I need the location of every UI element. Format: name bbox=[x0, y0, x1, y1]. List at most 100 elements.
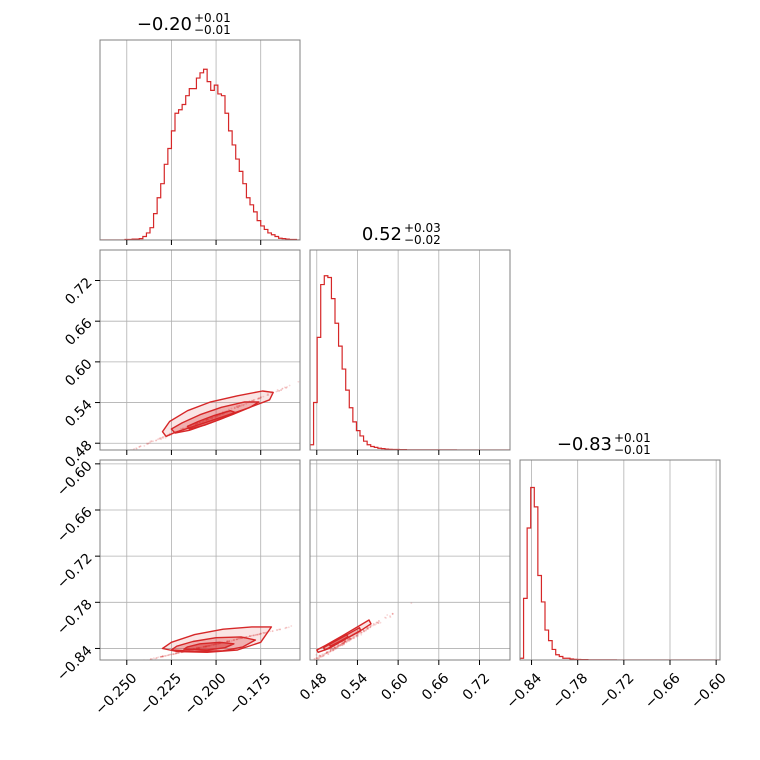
scatter-point bbox=[226, 640, 229, 642]
scatter-point bbox=[360, 631, 363, 634]
scatter-point bbox=[325, 652, 328, 654]
scatter-point bbox=[365, 629, 367, 632]
scatter-point bbox=[303, 380, 305, 382]
scatter-point bbox=[330, 649, 332, 652]
scatter-point bbox=[367, 626, 369, 629]
scatter-point bbox=[389, 616, 392, 618]
scatter-point bbox=[337, 643, 340, 646]
scatter-point bbox=[360, 633, 363, 636]
scatter-point bbox=[259, 632, 262, 635]
scatter-point bbox=[169, 653, 172, 656]
scatter-point bbox=[259, 632, 262, 635]
scatter-point bbox=[262, 395, 265, 398]
scatter-point bbox=[343, 642, 345, 645]
scatter-point bbox=[350, 637, 352, 640]
scatter-point bbox=[133, 448, 136, 450]
scatter-point bbox=[257, 398, 260, 400]
scatter-point bbox=[276, 629, 278, 632]
scatter-point bbox=[341, 642, 344, 645]
scatter-point bbox=[350, 637, 353, 640]
hist-title-plus: +0.03 bbox=[404, 221, 441, 235]
scatter-point bbox=[286, 677, 288, 679]
scatter-point bbox=[277, 681, 279, 683]
scatter-point bbox=[282, 677, 284, 679]
scatter-point bbox=[343, 640, 346, 643]
scatter-point bbox=[297, 380, 300, 383]
scatter-point bbox=[252, 634, 255, 637]
scatter-point bbox=[267, 393, 269, 395]
scatter-point bbox=[303, 664, 305, 666]
scatter-point bbox=[237, 637, 240, 640]
scatter-point bbox=[233, 407, 236, 410]
scatter-point bbox=[304, 663, 306, 665]
scatter-point bbox=[236, 406, 238, 408]
scatter-point bbox=[233, 638, 236, 641]
scatter-point bbox=[287, 626, 290, 629]
scatter-point bbox=[325, 652, 327, 655]
x-tick-label: 0.54 bbox=[338, 670, 371, 703]
scatter-point bbox=[177, 652, 180, 654]
scatter-panel-3: 0.48 0.54 0.60 0.66 0.72 bbox=[277, 459, 511, 704]
scatter-point bbox=[228, 640, 231, 642]
scatter-point bbox=[225, 640, 228, 643]
scatter-point bbox=[343, 641, 346, 644]
scatter-point bbox=[235, 638, 238, 641]
scatter-point bbox=[147, 442, 150, 445]
scatter-point bbox=[330, 648, 333, 650]
histogram-step-line bbox=[100, 68, 300, 240]
hist-title-plus: +0.01 bbox=[194, 11, 231, 25]
scatter-point bbox=[288, 384, 291, 387]
scatter-point bbox=[319, 655, 322, 657]
contour-level-3 bbox=[186, 410, 237, 430]
scatter-point bbox=[108, 668, 110, 670]
scatter-point bbox=[248, 635, 251, 637]
scatter-point bbox=[138, 445, 141, 448]
scatter-point bbox=[342, 643, 345, 645]
scatter-point bbox=[337, 644, 339, 647]
scatter-point bbox=[353, 636, 356, 639]
scatter-point bbox=[252, 398, 255, 401]
y-tick-label: 0.72 bbox=[62, 275, 95, 308]
histogram-step-line bbox=[310, 275, 510, 450]
scatter-point bbox=[340, 643, 343, 646]
scatter-point bbox=[326, 652, 328, 654]
scatter-point bbox=[327, 653, 330, 656]
scatter-point bbox=[179, 427, 182, 430]
histogram-step-line bbox=[520, 486, 720, 660]
scatter-point bbox=[352, 636, 354, 639]
scatter-point bbox=[290, 674, 292, 676]
scatter-point bbox=[173, 653, 176, 655]
scatter-point bbox=[227, 640, 229, 643]
scatter-point bbox=[259, 396, 262, 398]
scatter-point bbox=[333, 646, 336, 649]
scatter-point bbox=[247, 635, 250, 638]
scatter-point bbox=[336, 644, 339, 647]
scatter-point bbox=[278, 389, 281, 392]
scatter-point bbox=[360, 631, 363, 634]
scatter-point bbox=[135, 447, 138, 450]
scatter-point bbox=[341, 644, 344, 647]
scatter-point bbox=[338, 644, 340, 646]
hist-title-median: −0.20 bbox=[137, 14, 192, 35]
scatter-point bbox=[256, 633, 259, 636]
scatter-point bbox=[309, 663, 311, 665]
scatter-point bbox=[254, 634, 257, 637]
scatter-point bbox=[323, 652, 326, 655]
scatter-point bbox=[276, 628, 278, 631]
scatter-point bbox=[258, 397, 261, 400]
scatter-point bbox=[335, 647, 338, 650]
scatter-point bbox=[185, 426, 188, 429]
scatter-point bbox=[331, 649, 334, 652]
scatter-point bbox=[174, 652, 177, 655]
scatter-point bbox=[334, 648, 336, 651]
scatter-point bbox=[290, 625, 293, 627]
scatter-point bbox=[329, 650, 332, 653]
scatter-point bbox=[338, 644, 341, 647]
scatter-point bbox=[118, 455, 120, 457]
scatter-point bbox=[351, 637, 354, 640]
x-tick-label: −0.60 bbox=[688, 670, 730, 712]
scatter-point bbox=[149, 441, 151, 444]
scatter-point bbox=[329, 650, 332, 653]
scatter-point bbox=[328, 651, 331, 654]
